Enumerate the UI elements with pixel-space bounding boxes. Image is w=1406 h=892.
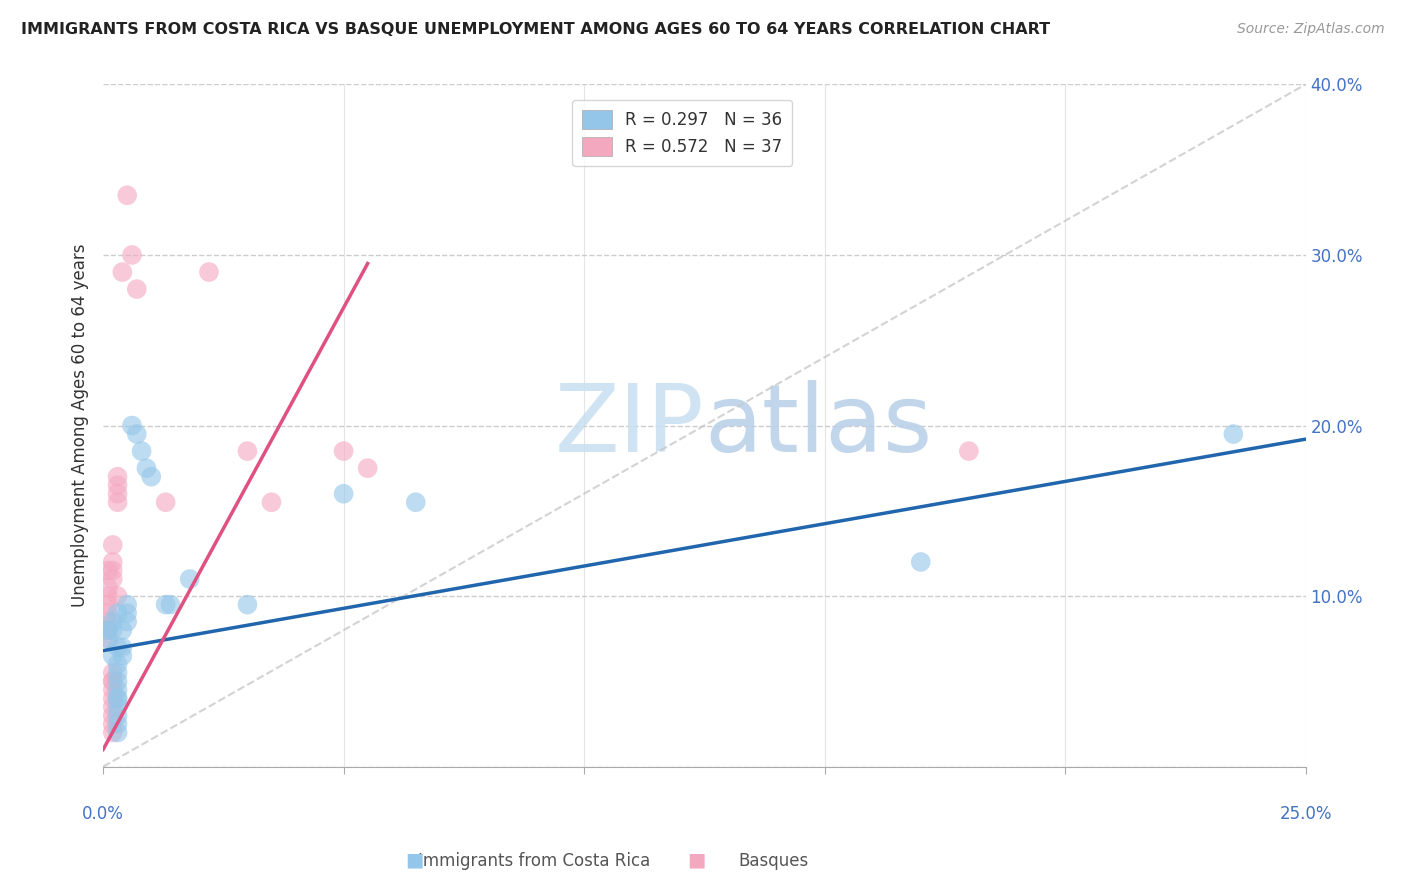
Text: 25.0%: 25.0% xyxy=(1279,805,1331,823)
Text: Immigrants from Costa Rica: Immigrants from Costa Rica xyxy=(418,852,651,870)
Point xyxy=(97,606,120,620)
Point xyxy=(121,418,143,433)
Text: atlas: atlas xyxy=(704,379,932,472)
Point xyxy=(179,572,201,586)
Point xyxy=(101,708,124,723)
Point xyxy=(115,615,138,629)
Point xyxy=(107,691,129,706)
Point xyxy=(97,598,120,612)
Point xyxy=(356,461,378,475)
Point xyxy=(97,623,120,637)
Point xyxy=(115,598,138,612)
Point xyxy=(97,589,120,603)
Point xyxy=(405,495,427,509)
Text: ■: ■ xyxy=(405,851,425,870)
Point xyxy=(260,495,283,509)
Point xyxy=(107,691,129,706)
Text: 0.0%: 0.0% xyxy=(82,805,124,823)
Point xyxy=(107,665,129,680)
Point xyxy=(332,487,354,501)
Point xyxy=(101,682,124,697)
Point xyxy=(101,623,124,637)
Point xyxy=(107,708,129,723)
Point xyxy=(155,495,177,509)
Point xyxy=(107,657,129,672)
Text: Source: ZipAtlas.com: Source: ZipAtlas.com xyxy=(1237,22,1385,37)
Y-axis label: Unemployment Among Ages 60 to 64 years: Unemployment Among Ages 60 to 64 years xyxy=(72,244,89,607)
Point xyxy=(111,623,134,637)
Point xyxy=(125,427,148,442)
Point xyxy=(97,632,120,646)
Point xyxy=(957,444,980,458)
Point xyxy=(107,725,129,739)
Point xyxy=(101,674,124,689)
Point xyxy=(101,615,124,629)
Point xyxy=(1222,427,1244,442)
Point xyxy=(97,615,120,629)
Point xyxy=(101,717,124,731)
Point xyxy=(159,598,181,612)
Point xyxy=(131,444,153,458)
Text: Basques: Basques xyxy=(738,852,808,870)
Point xyxy=(107,606,129,620)
Point xyxy=(115,188,138,202)
Point xyxy=(236,444,259,458)
Point xyxy=(107,699,129,714)
Point xyxy=(97,623,120,637)
Point xyxy=(107,487,129,501)
Text: IMMIGRANTS FROM COSTA RICA VS BASQUE UNEMPLOYMENT AMONG AGES 60 TO 64 YEARS CORR: IMMIGRANTS FROM COSTA RICA VS BASQUE UNE… xyxy=(21,22,1050,37)
Point xyxy=(107,682,129,697)
Point xyxy=(111,265,134,279)
Point xyxy=(107,495,129,509)
Point xyxy=(107,674,129,689)
Point xyxy=(125,282,148,296)
Point xyxy=(101,674,124,689)
Point xyxy=(107,589,129,603)
Point xyxy=(101,665,124,680)
Point xyxy=(97,632,120,646)
Point xyxy=(198,265,221,279)
Point xyxy=(107,717,129,731)
Point xyxy=(115,606,138,620)
Point xyxy=(101,538,124,552)
Point xyxy=(135,461,157,475)
Point xyxy=(332,444,354,458)
Legend: R = 0.297   N = 36, R = 0.572   N = 37: R = 0.297 N = 36, R = 0.572 N = 37 xyxy=(572,100,792,167)
Point xyxy=(101,725,124,739)
Point xyxy=(97,564,120,578)
Point xyxy=(101,699,124,714)
Point xyxy=(111,648,134,663)
Point xyxy=(236,598,259,612)
Point xyxy=(910,555,932,569)
Point xyxy=(155,598,177,612)
Point xyxy=(101,691,124,706)
Point xyxy=(101,648,124,663)
Point xyxy=(101,555,124,569)
Point xyxy=(107,469,129,483)
Point xyxy=(101,572,124,586)
Point xyxy=(101,564,124,578)
Point xyxy=(107,478,129,492)
Point xyxy=(107,640,129,655)
Text: ■: ■ xyxy=(686,851,706,870)
Text: ZIP: ZIP xyxy=(555,379,704,472)
Point xyxy=(121,248,143,262)
Point xyxy=(141,469,163,483)
Point xyxy=(111,640,134,655)
Point xyxy=(97,581,120,595)
